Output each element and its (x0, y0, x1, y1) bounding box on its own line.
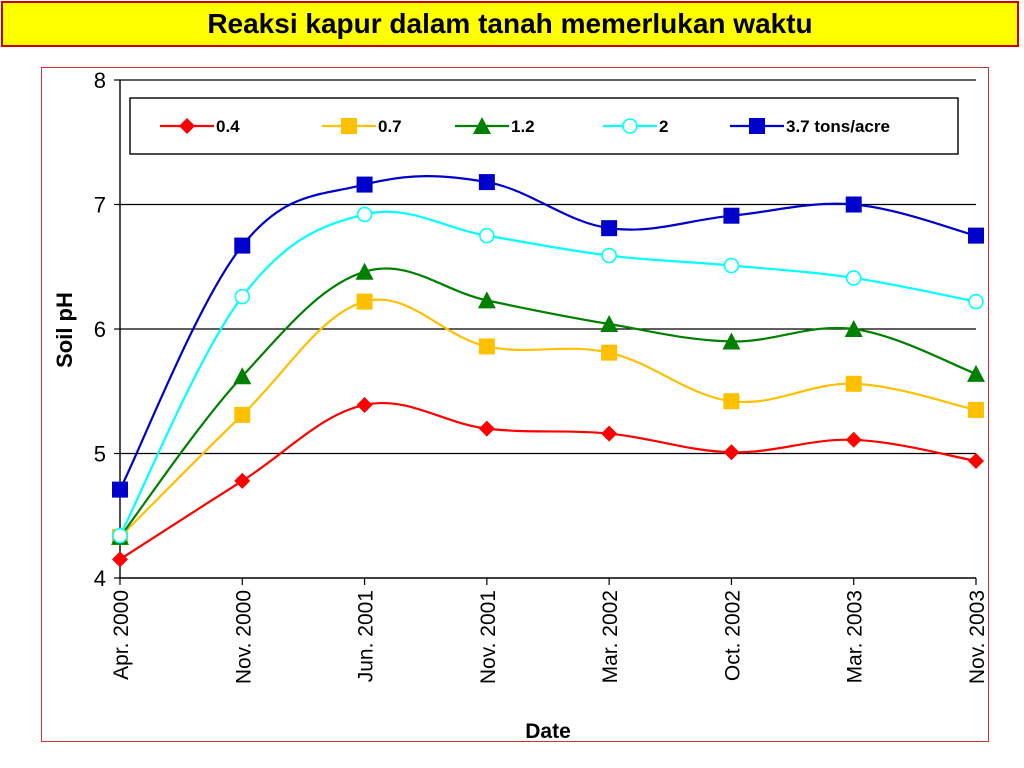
data-point (844, 320, 863, 337)
series-4 (112, 174, 984, 498)
x-tick-label: Mar. 2002 (599, 590, 622, 683)
x-tick-label: Apr. 2000 (110, 590, 133, 680)
x-tick-label: Nov. 2000 (232, 590, 255, 684)
legend-marker (622, 118, 638, 134)
y-tick-label: 6 (94, 317, 106, 342)
data-point (601, 344, 618, 361)
axes: 4 5 6 7 8 Apr. 2000 Nov. 2000 Jun. 2001 Nov. 200… (94, 68, 989, 684)
x-tick-label: Oct. 2002 (721, 590, 744, 681)
slide-title: Reaksi kapur dalam tanah memerlukan wakt… (207, 8, 813, 39)
legend-label: 3.7 tons/acre (786, 117, 890, 136)
data-point (479, 227, 495, 244)
data-point (233, 367, 252, 385)
data-point (356, 396, 373, 413)
data-point (478, 338, 495, 355)
data-point (478, 174, 495, 191)
data-point (112, 481, 128, 498)
legend-box (129, 97, 959, 155)
data-point (845, 270, 862, 286)
x-tick-label: Jun. 2001 (355, 590, 378, 682)
legend-marker (749, 118, 765, 134)
chart-frame (41, 67, 989, 742)
series (111, 174, 985, 568)
data-point (968, 401, 984, 418)
y-tick-label: 8 (94, 68, 106, 93)
data-point (601, 220, 618, 237)
data-point (601, 425, 618, 442)
y-axis-label: Soil pH (52, 292, 77, 368)
series-2 (111, 262, 985, 545)
data-point (234, 237, 251, 254)
data-point (845, 431, 862, 448)
data-point (845, 375, 862, 392)
x-tick-label: Mar. 2003 (844, 590, 867, 683)
x-axis-label: Date (525, 720, 571, 743)
data-point (968, 452, 984, 469)
data-point (355, 262, 374, 280)
data-point (234, 472, 251, 489)
y-tick-label: 4 (94, 566, 106, 591)
data-point (477, 291, 496, 309)
data-point (968, 227, 984, 244)
data-point (601, 247, 617, 264)
data-point (478, 420, 495, 437)
data-point (112, 551, 128, 568)
data-point (234, 406, 251, 423)
data-point (723, 257, 740, 274)
y-tick-label: 7 (94, 193, 106, 218)
series-0 (112, 396, 984, 568)
legend-label: 0.7 (378, 117, 402, 136)
legend-marker (473, 117, 491, 134)
x-tick-label: Nov. 2001 (477, 590, 500, 684)
data-point (723, 393, 740, 410)
legend-marker (341, 118, 357, 134)
data-point (356, 176, 373, 193)
legend-entry-4: 3.7 tons/acre (730, 117, 890, 136)
data-point (356, 206, 373, 223)
legend-label: 1.2 (511, 117, 535, 136)
legend-entry-2: 1.2 (455, 117, 535, 136)
x-tick-label: Nov. 2003 (966, 590, 989, 684)
data-point (723, 444, 740, 461)
data-point (234, 288, 251, 305)
data-point (968, 293, 984, 310)
data-point (600, 315, 619, 333)
legend-label: 0.4 (216, 117, 240, 136)
legend-entry-0: 0.4 (160, 117, 240, 136)
data-point (845, 196, 862, 213)
data-point (356, 293, 373, 310)
series-line (119, 210, 977, 537)
series-3 (112, 206, 984, 544)
slide-title-bar: Reaksi kapur dalam tanah memerlukan wakt… (1, 1, 1019, 47)
legend-label: 2 (659, 117, 668, 136)
data-point (723, 207, 740, 224)
legend-entry-1: 0.7 (322, 117, 402, 136)
legend-marker (179, 118, 195, 134)
series-line (119, 401, 977, 561)
legend: 0.4 0.7 1.2 2 3.7 tons/acre (129, 97, 959, 155)
series-line (119, 267, 977, 538)
data-point (112, 527, 128, 544)
y-tick-label: 5 (94, 442, 106, 467)
legend-entry-3: 2 (603, 117, 668, 136)
data-point (967, 364, 985, 382)
data-point (722, 332, 741, 350)
